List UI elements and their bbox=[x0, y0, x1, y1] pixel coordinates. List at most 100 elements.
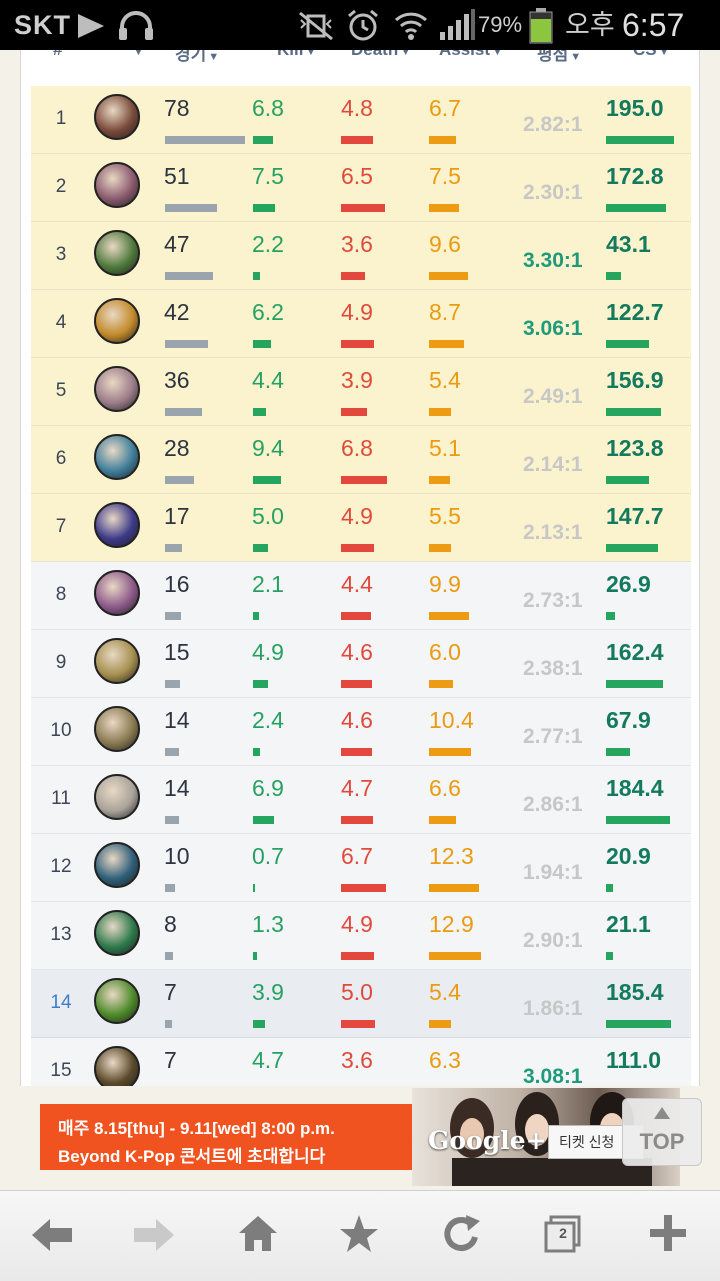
home-button[interactable] bbox=[237, 1213, 279, 1260]
kill-value: 4.4 bbox=[252, 367, 284, 393]
table-row[interactable]: 3 47 2.2 3.6 9.6 3.30:1 43.1 bbox=[31, 222, 691, 290]
plus-icon bbox=[650, 1215, 686, 1251]
cs-value: 21.1 bbox=[606, 911, 651, 937]
cs-bar bbox=[606, 612, 615, 620]
table-row[interactable]: 13 8 1.3 4.9 12.9 2.90:1 21.1 bbox=[31, 902, 691, 970]
row-rank: 7 bbox=[55, 516, 67, 537]
champion-avatar[interactable] bbox=[94, 502, 140, 548]
kda-ratio: 2.14:1 bbox=[523, 453, 583, 476]
table-row[interactable]: 2 51 7.5 6.5 7.5 2.30:1 172.8 bbox=[31, 154, 691, 222]
table-row[interactable]: 11 14 6.9 4.7 6.6 2.86:1 184.4 bbox=[31, 766, 691, 834]
new-tab-button[interactable] bbox=[648, 1213, 688, 1258]
tabs-button[interactable] bbox=[543, 1213, 583, 1260]
table-row[interactable]: 15 7 4.7 3.6 6.3 3.08:1 111.0 bbox=[31, 1038, 691, 1086]
death-value: 3.6 bbox=[341, 231, 373, 257]
kda-ratio: 3.30:1 bbox=[523, 249, 583, 272]
table-row[interactable]: 9 15 4.9 4.6 6.0 2.38:1 162.4 bbox=[31, 630, 691, 698]
death-bar bbox=[341, 680, 372, 688]
ad-banner[interactable]: 매주 8.15[thu] - 9.11[wed] 8:00 p.m. Beyon… bbox=[40, 1088, 680, 1186]
scroll-top-button[interactable]: TOP bbox=[622, 1098, 702, 1166]
bookmark-button[interactable] bbox=[338, 1213, 380, 1260]
header-death[interactable]: Death▼ bbox=[351, 50, 411, 60]
cs-bar bbox=[606, 1020, 671, 1028]
header-champion-sort[interactable]: ▼ bbox=[131, 50, 144, 60]
assist-value: 6.6 bbox=[429, 775, 461, 801]
kill-value: 4.7 bbox=[252, 1047, 284, 1073]
row-rank: 15 bbox=[50, 1060, 72, 1081]
table-row[interactable]: 8 16 2.1 4.4 9.9 2.73:1 26.9 bbox=[31, 562, 691, 630]
cs-bar bbox=[606, 952, 613, 960]
champion-avatar[interactable] bbox=[94, 94, 140, 140]
table-row[interactable]: 7 17 5.0 4.9 5.5 2.13:1 147.7 bbox=[31, 494, 691, 562]
games-count: 14 bbox=[164, 707, 190, 733]
cs-value: 184.4 bbox=[606, 775, 664, 801]
assist-bar bbox=[429, 476, 450, 484]
champion-avatar[interactable] bbox=[94, 978, 140, 1024]
kda-ratio: 2.38:1 bbox=[523, 657, 583, 680]
kda-ratio: 2.90:1 bbox=[523, 929, 583, 952]
death-value: 4.9 bbox=[341, 503, 373, 529]
cs-value: 195.0 bbox=[606, 95, 664, 121]
cs-bar bbox=[606, 272, 621, 280]
table-row[interactable]: 4 42 6.2 4.9 8.7 3.06:1 122.7 bbox=[31, 290, 691, 358]
table-header: # ▼ 경기▼ Kill▼ Death▼ Assist▼ 평점▼ CS▼ bbox=[21, 50, 699, 76]
forward-button[interactable] bbox=[132, 1213, 176, 1262]
assist-value: 5.1 bbox=[429, 435, 461, 461]
games-count: 7 bbox=[164, 979, 177, 1005]
sort-arrow-icon: ▼ bbox=[305, 50, 317, 58]
champion-avatar[interactable] bbox=[94, 366, 140, 412]
champion-avatar[interactable] bbox=[94, 842, 140, 888]
stats-page[interactable]: # ▼ 경기▼ Kill▼ Death▼ Assist▼ 평점▼ CS▼ 178… bbox=[0, 50, 720, 1086]
table-row[interactable]: 1 78 6.8 4.8 6.7 2.82:1 195.0 bbox=[31, 86, 691, 154]
row-rank: 8 bbox=[55, 584, 67, 605]
star-icon bbox=[340, 1215, 378, 1252]
sort-arrow-icon: ▼ bbox=[133, 50, 144, 58]
table-row[interactable]: 5 36 4.4 3.9 5.4 2.49:1 156.9 bbox=[31, 358, 691, 426]
headset-icon bbox=[117, 10, 155, 47]
cs-value: 43.1 bbox=[606, 231, 651, 257]
death-value: 6.7 bbox=[341, 843, 373, 869]
cs-value: 67.9 bbox=[606, 707, 651, 733]
kill-bar bbox=[253, 816, 274, 824]
kill-bar bbox=[253, 204, 275, 212]
champion-avatar[interactable] bbox=[94, 570, 140, 616]
champion-avatar[interactable] bbox=[94, 298, 140, 344]
games-count: 7 bbox=[164, 1047, 177, 1073]
tabs-count: 2 bbox=[559, 1225, 567, 1241]
kill-bar bbox=[253, 748, 260, 756]
back-button[interactable] bbox=[30, 1213, 74, 1262]
champion-avatar[interactable] bbox=[94, 774, 140, 820]
cs-value: 26.9 bbox=[606, 571, 651, 597]
header-kill[interactable]: Kill▼ bbox=[277, 50, 316, 60]
death-bar bbox=[341, 476, 387, 484]
champion-avatar[interactable] bbox=[94, 638, 140, 684]
games-bar bbox=[165, 544, 182, 552]
champion-avatar[interactable] bbox=[94, 1046, 140, 1086]
table-row[interactable]: 10 14 2.4 4.6 10.4 2.77:1 67.9 bbox=[31, 698, 691, 766]
champion-avatar[interactable] bbox=[94, 434, 140, 480]
death-bar bbox=[341, 1020, 375, 1028]
header-cs[interactable]: CS▼ bbox=[633, 50, 670, 60]
death-value: 3.9 bbox=[341, 367, 373, 393]
champion-avatar[interactable] bbox=[94, 230, 140, 276]
table-row[interactable]: 6 28 9.4 6.8 5.1 2.14:1 123.8 bbox=[31, 426, 691, 494]
champion-avatar[interactable] bbox=[94, 706, 140, 752]
kda-ratio: 2.73:1 bbox=[523, 589, 583, 612]
champion-avatar[interactable] bbox=[94, 910, 140, 956]
header-assist[interactable]: Assist▼ bbox=[439, 50, 503, 60]
kill-bar bbox=[253, 272, 260, 280]
sort-arrow-icon: ▼ bbox=[492, 50, 503, 58]
games-bar bbox=[165, 884, 175, 892]
kill-bar bbox=[253, 476, 281, 484]
table-row[interactable]: 14 7 3.9 5.0 5.4 1.86:1 185.4 bbox=[31, 970, 691, 1038]
table-row[interactable]: 12 10 0.7 6.7 12.3 1.94:1 20.9 bbox=[31, 834, 691, 902]
row-rank: 14 bbox=[50, 992, 72, 1013]
champion-avatar[interactable] bbox=[94, 162, 140, 208]
kill-value: 2.2 bbox=[252, 231, 284, 257]
header-games[interactable]: 경기 ▼ bbox=[175, 50, 219, 65]
header-rank[interactable]: # bbox=[53, 50, 62, 60]
refresh-button[interactable] bbox=[442, 1213, 482, 1260]
assist-bar bbox=[429, 612, 469, 620]
death-value: 4.9 bbox=[341, 911, 373, 937]
header-kda[interactable]: 평점 ▼ bbox=[537, 50, 581, 65]
